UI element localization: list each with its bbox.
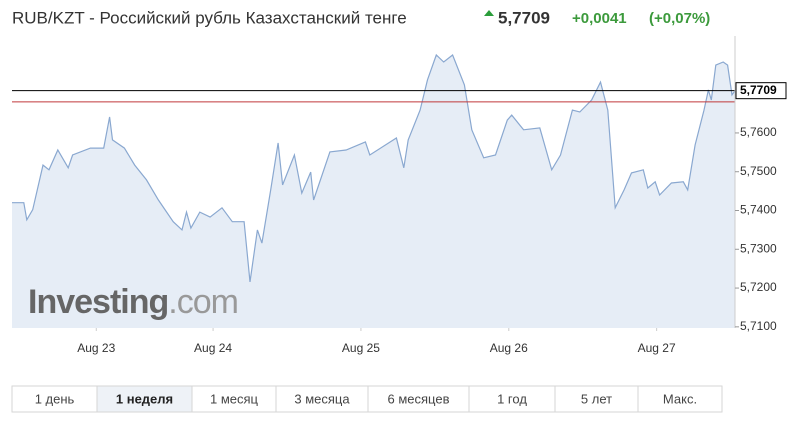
x-tick-label: Aug 27 xyxy=(638,341,676,355)
x-tick-label: Aug 25 xyxy=(342,341,380,355)
period-button[interactable]: 6 месяцев xyxy=(367,385,470,413)
x-tick-label: Aug 24 xyxy=(194,341,232,355)
chart-title: RUB/KZT - Российский рубль Казахстанский… xyxy=(12,8,407,27)
last-price-label: 5,7709 xyxy=(740,83,777,97)
last-price-box xyxy=(735,82,787,100)
button-label: 1 месяц xyxy=(210,391,259,406)
line xyxy=(12,53,736,282)
button-bg xyxy=(11,385,98,413)
button-bg xyxy=(554,385,639,413)
y-tick-label: 5,7600 xyxy=(740,125,777,139)
button-label: 1 день xyxy=(35,391,75,406)
up-arrow xyxy=(484,10,494,16)
x-tick-label: Aug 23 xyxy=(77,341,115,355)
period-button[interactable]: 1 неделя xyxy=(96,385,193,413)
y-tick-label: 5,7400 xyxy=(740,203,777,217)
button-bg xyxy=(367,385,470,413)
period-button[interactable]: Макс. xyxy=(637,385,723,413)
y-tick-label: 5,7100 xyxy=(740,319,777,333)
period-button[interactable]: 1 месяц xyxy=(191,385,277,413)
watermark: Investing.com xyxy=(28,283,238,321)
price: 5,7709 xyxy=(498,8,550,27)
period-button[interactable]: 1 год xyxy=(468,385,556,413)
x-tick-label: Aug 26 xyxy=(490,341,528,355)
period-button[interactable]: 3 месяца xyxy=(275,385,369,413)
change: +0,0041 xyxy=(572,10,627,27)
period-button[interactable]: 5 лет xyxy=(554,385,639,413)
button-label: 6 месяцев xyxy=(388,391,450,406)
button-bg xyxy=(468,385,556,413)
button-bg xyxy=(637,385,723,413)
button-bg xyxy=(96,385,193,413)
button-bg xyxy=(275,385,369,413)
y-tick-label: 5,7500 xyxy=(740,164,777,178)
button-label: 1 неделя xyxy=(116,391,173,406)
button-label: Макс. xyxy=(663,391,697,406)
watermark-suffix: .com xyxy=(168,283,238,321)
period-button[interactable]: 1 день xyxy=(11,385,98,413)
change-pct: (+0,07%) xyxy=(649,10,710,27)
area xyxy=(12,55,735,328)
watermark-main: Investing xyxy=(28,283,168,321)
button-label: 5 лет xyxy=(581,391,612,406)
button-label: 1 год xyxy=(497,391,527,406)
y-tick-label: 5,7200 xyxy=(740,280,777,294)
button-label: 3 месяца xyxy=(294,391,350,406)
button-bg xyxy=(191,385,277,413)
y-tick-label: 5,7300 xyxy=(740,241,777,255)
